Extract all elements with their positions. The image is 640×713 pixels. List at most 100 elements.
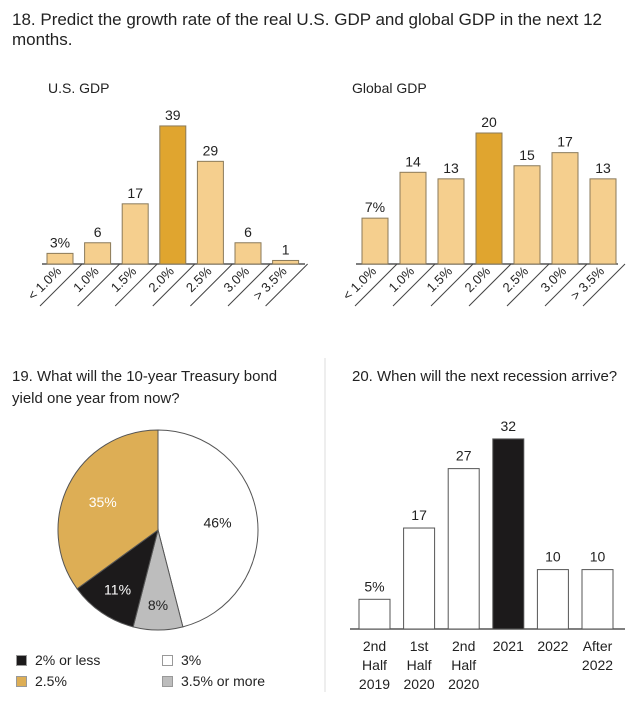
bar [447, 468, 480, 630]
data-label: 3% [50, 234, 70, 250]
pie-slice [76, 528, 159, 628]
tick-label: > 3.5% [250, 263, 290, 303]
tick-line [506, 263, 550, 307]
data-label: 1 [282, 241, 290, 257]
tick-label: 2021 [493, 638, 524, 654]
bar [399, 171, 427, 265]
legend-swatch [16, 654, 27, 666]
pie-label: 35% [89, 494, 117, 510]
legend-swatch [16, 675, 27, 687]
legend-item: 2.5% [16, 673, 67, 689]
tick-label: 2nd [452, 638, 475, 654]
tick-label: After [583, 638, 613, 654]
tick-line [265, 263, 308, 307]
tick-line [190, 263, 233, 307]
tick-line [544, 263, 588, 307]
tick-label: 2022 [537, 638, 568, 654]
bar [121, 203, 149, 265]
tick-line [354, 263, 398, 307]
tick-label: 2022 [582, 657, 613, 673]
pie-label: 11% [104, 582, 131, 598]
bar [272, 259, 300, 265]
legend-label: 3% [181, 652, 202, 668]
pie-label: 46% [204, 514, 232, 530]
tick-label: < 1.0% [340, 263, 380, 303]
tick-line [227, 263, 271, 307]
tick-label: 2019 [359, 676, 390, 692]
legend-label: 2% or less [35, 652, 101, 668]
bar [159, 125, 187, 265]
pie-slice [157, 429, 259, 628]
q19-title: 19. What will the 10-year Treasury bond … [12, 368, 278, 407]
q20-title: 20. When will the next recession arrive? [352, 368, 618, 385]
data-label: 17 [411, 507, 427, 523]
tick-line [392, 263, 436, 307]
bar [361, 217, 389, 265]
data-label: 39 [165, 107, 181, 123]
tick-label: 1.0% [70, 263, 102, 295]
bar [196, 160, 224, 265]
tick-label: 2.5% [500, 263, 532, 295]
tick-line [39, 263, 83, 307]
data-label: 27 [456, 448, 472, 464]
bar [475, 132, 503, 265]
data-label: 6 [94, 224, 102, 240]
global-gdp-title: Global GDP [352, 80, 427, 96]
tick-label: 2.5% [183, 263, 215, 295]
pie-slice [57, 429, 159, 590]
tick-label: > 3.5% [568, 263, 608, 303]
data-label: 29 [203, 142, 219, 158]
tick-label: 3.0% [221, 263, 253, 295]
pie-label: 8% [148, 597, 168, 613]
data-label: 13 [443, 160, 459, 176]
bar [492, 438, 525, 630]
legend-item: 3% [162, 652, 201, 668]
legend-label: 2.5% [35, 673, 67, 689]
bar [84, 242, 112, 265]
data-label: 7% [365, 199, 385, 215]
legend-item: 2% or less [16, 652, 100, 668]
bar [358, 598, 391, 630]
tick-label: 1.5% [424, 263, 456, 295]
data-label: 14 [405, 153, 421, 169]
bar [46, 252, 74, 265]
data-label: 10 [545, 549, 561, 565]
bar [437, 178, 465, 265]
tick-line [582, 263, 626, 307]
tick-line [77, 263, 120, 307]
tick-label: 2nd [363, 638, 386, 654]
data-label: 5% [364, 578, 384, 594]
data-label: 17 [557, 134, 573, 150]
us-gdp-title: U.S. GDP [48, 80, 110, 96]
tick-label: 1.5% [108, 263, 140, 295]
tick-label: 3.0% [538, 263, 570, 295]
data-label: 20 [481, 114, 497, 130]
bar [581, 569, 614, 630]
data-label: 17 [127, 185, 143, 201]
tick-label: Half [362, 657, 387, 673]
tick-label: 2.0% [145, 263, 177, 295]
tick-line [114, 263, 158, 307]
q18-title: 18. Predict the growth rate of the real … [12, 10, 602, 49]
bar [513, 165, 541, 265]
tick-label: 2.0% [462, 263, 494, 295]
bar [536, 569, 569, 630]
tick-label: Half [451, 657, 476, 673]
bar [551, 152, 579, 265]
tick-line [430, 263, 474, 307]
tick-label: Half [407, 657, 432, 673]
legend-item: 3.5% or more [162, 673, 265, 689]
data-label: 10 [590, 549, 606, 565]
bar [589, 178, 617, 265]
data-label: 6 [244, 224, 252, 240]
data-label: 32 [501, 418, 517, 434]
tick-line [468, 263, 512, 307]
data-label: 13 [595, 160, 611, 176]
tick-label: 1.0% [386, 263, 418, 295]
tick-label: 1st [410, 638, 429, 654]
legend-swatch [162, 675, 173, 687]
tick-label: 2020 [404, 676, 435, 692]
data-label: 15 [519, 147, 535, 163]
